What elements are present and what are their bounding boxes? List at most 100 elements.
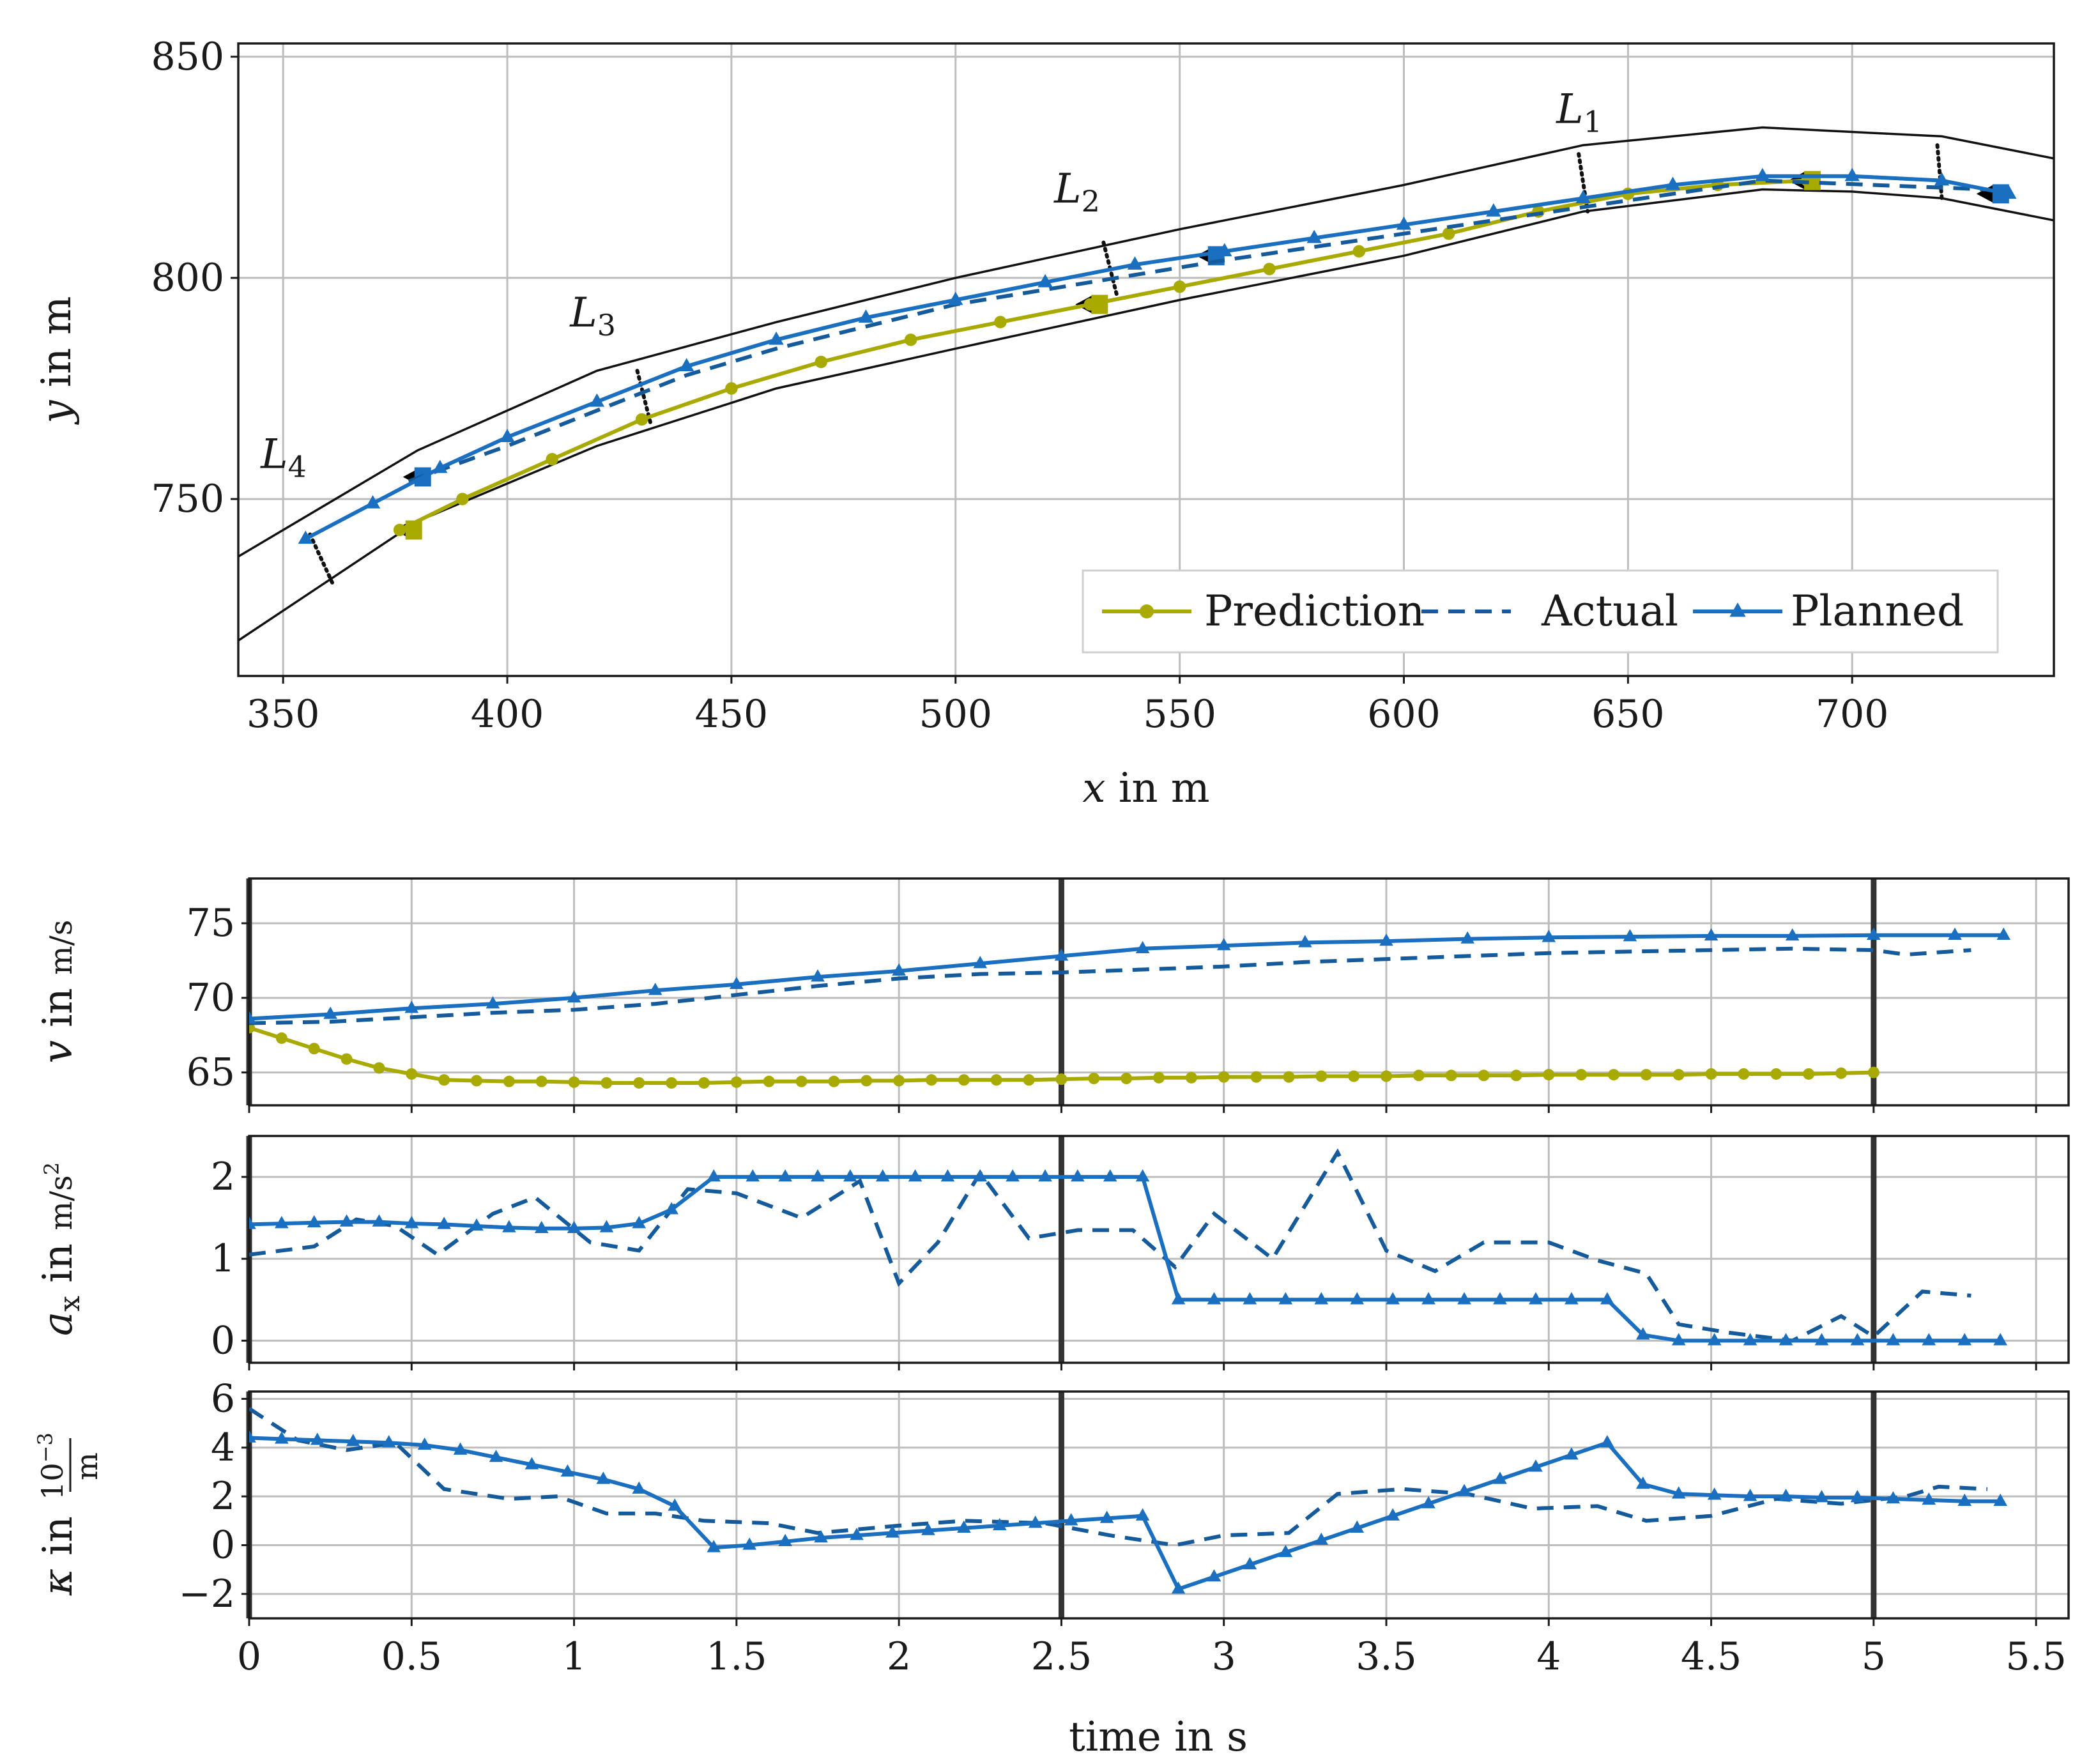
planned-point — [1948, 927, 1962, 940]
planned-point — [1379, 933, 1393, 946]
x-tick-label: 5.5 — [2005, 1634, 2066, 1679]
prediction-point — [1543, 1069, 1555, 1081]
prediction-point — [1173, 280, 1186, 293]
x-axis-unit: in m — [1106, 765, 1210, 812]
planned-point — [1386, 1508, 1400, 1521]
planned-point — [1704, 928, 1718, 941]
x-tick-label: 4.5 — [1681, 1634, 1741, 1679]
y-tick-label: 850 — [151, 35, 224, 79]
planned-point — [1298, 935, 1312, 947]
kappa-denominator: m — [70, 1452, 104, 1480]
prediction-point — [1153, 1071, 1165, 1084]
segment-label: L4 — [260, 431, 307, 484]
grid — [238, 43, 2054, 676]
planned-point — [1707, 1333, 1722, 1346]
prediction-point — [1770, 1068, 1782, 1080]
prediction-point — [1023, 1074, 1035, 1086]
planned-point — [1457, 1484, 1471, 1496]
x-tick-label: 2.5 — [1031, 1634, 1092, 1679]
planned-point — [470, 1218, 484, 1231]
prediction-point — [1478, 1070, 1490, 1082]
planned-point — [249, 1011, 256, 1024]
prediction-point — [275, 1032, 287, 1044]
prediction-point — [1348, 1070, 1360, 1082]
prediction-point — [535, 1075, 547, 1087]
planned-point — [1217, 243, 1232, 257]
v-axis-unit: m/s — [43, 920, 79, 975]
y-tick-label: 6 — [211, 1376, 235, 1421]
segment-label: L1 — [1556, 86, 1602, 139]
planned-point — [850, 1528, 864, 1540]
planned-point — [1600, 1435, 1614, 1448]
prediction-point — [503, 1075, 515, 1087]
prediction-point — [763, 1075, 775, 1087]
planned-point — [664, 1202, 678, 1215]
planned-point — [632, 1481, 647, 1494]
prediction-point — [438, 1074, 450, 1086]
prediction-point — [828, 1075, 840, 1087]
planned-point — [596, 1471, 611, 1484]
prediction-point — [698, 1077, 710, 1089]
series-actual — [249, 1148, 1971, 1343]
grid — [248, 1392, 2069, 1618]
y-tick-label: 2 — [211, 1474, 235, 1519]
prediction-point — [1640, 1069, 1652, 1081]
x-tick-label: 500 — [919, 692, 992, 737]
planned-point — [1850, 1333, 1865, 1346]
planned-point — [632, 1216, 647, 1229]
planned-point — [453, 1442, 468, 1455]
planned-point — [1575, 190, 1591, 204]
y-tick-label: 800 — [151, 256, 224, 300]
prediction-point — [601, 1077, 613, 1089]
planned-point — [589, 393, 605, 407]
x-tick-label: 1.5 — [706, 1634, 767, 1679]
planned-point — [1421, 1496, 1435, 1508]
plot-frame — [248, 1135, 2070, 1364]
legend-swatch-prediction-dot — [1140, 604, 1154, 618]
planned-point — [993, 1517, 1007, 1531]
a-axis-in: in — [34, 1231, 82, 1296]
prediction-point — [725, 382, 738, 395]
x-tick-label: 600 — [1367, 692, 1441, 737]
planned-point — [1421, 1292, 1435, 1305]
x-tick-label: 5 — [1862, 1634, 1886, 1679]
planned-point — [1350, 1292, 1365, 1305]
planned-point — [437, 1216, 451, 1229]
y-tick-label: 75 — [187, 901, 235, 946]
x-tick-label: 350 — [247, 692, 320, 737]
planned-point — [707, 1540, 721, 1553]
planned-point — [1707, 1487, 1722, 1500]
segment-label-sub: 4 — [288, 450, 307, 484]
y-tick-label: 70 — [187, 976, 235, 1020]
planned-point — [746, 1169, 760, 1182]
x-tick-label: 0.5 — [381, 1634, 442, 1679]
acceleration-panel: 0 1 2 — [211, 1135, 2070, 1370]
prediction-point — [795, 1075, 808, 1087]
legend-label: Prediction — [1204, 587, 1425, 636]
series-planned — [249, 1430, 2007, 1594]
planned-point — [1386, 1292, 1400, 1305]
planned-point — [298, 530, 313, 544]
prediction-point — [1705, 1068, 1717, 1080]
planned-point — [885, 1525, 899, 1538]
prediction-point — [635, 413, 648, 426]
planned-point — [249, 1430, 256, 1443]
planned-point — [372, 1214, 387, 1227]
planned-point — [1127, 256, 1143, 270]
planned-point — [249, 1216, 256, 1229]
planned-point — [1623, 929, 1637, 942]
x-tick-label: 400 — [471, 692, 544, 737]
series-prediction — [393, 174, 1814, 537]
prediction-point — [893, 1075, 905, 1087]
plot-frame — [248, 877, 2070, 1107]
a-axis-sup: 2 — [40, 1162, 64, 1175]
planned-point — [1743, 1333, 1757, 1346]
planned-point — [502, 1220, 516, 1232]
planned-point — [1135, 1169, 1150, 1182]
planned-point — [1635, 1476, 1650, 1489]
planned-point — [1064, 1513, 1078, 1526]
planned-point — [1957, 1493, 1972, 1506]
planned-point — [275, 1216, 289, 1229]
planned-point — [1814, 1333, 1829, 1346]
